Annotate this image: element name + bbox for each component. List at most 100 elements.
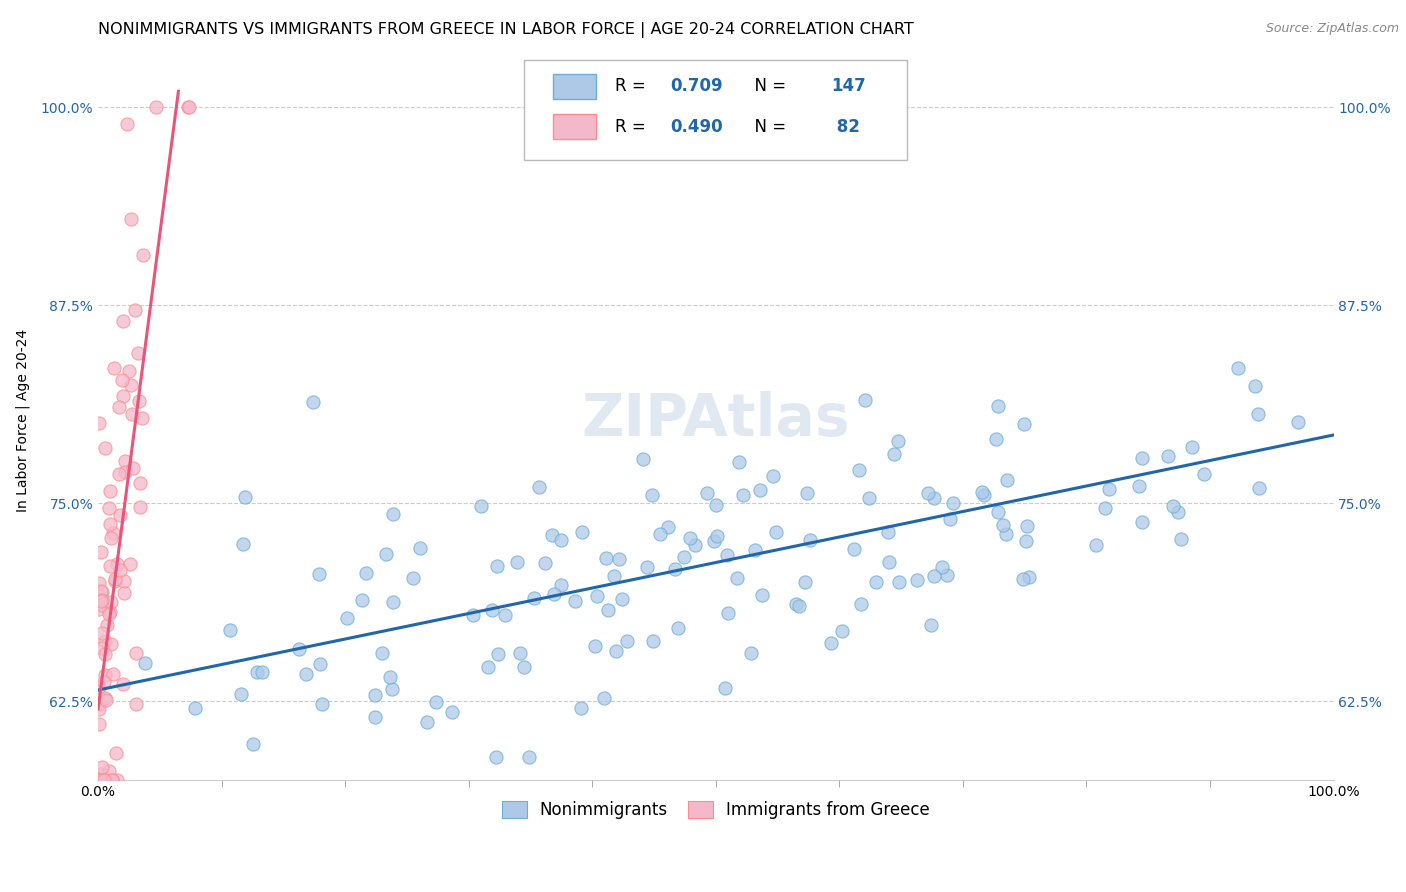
Point bbox=[134, 656, 156, 670]
Point bbox=[564, 594, 586, 608]
Point bbox=[603, 569, 626, 583]
Point bbox=[598, 603, 620, 617]
Point bbox=[657, 520, 679, 534]
Point bbox=[90, 583, 112, 598]
Point bbox=[939, 512, 962, 526]
Point bbox=[98, 516, 121, 531]
Point bbox=[103, 667, 125, 681]
Point bbox=[1012, 573, 1035, 587]
Point bbox=[1015, 534, 1038, 549]
Point bbox=[232, 537, 254, 551]
Point bbox=[311, 697, 333, 711]
Point bbox=[90, 592, 112, 607]
Point bbox=[984, 433, 1007, 447]
Point bbox=[550, 578, 572, 592]
Point bbox=[796, 486, 818, 500]
Point bbox=[1181, 441, 1204, 455]
Point bbox=[987, 505, 1010, 519]
Point bbox=[89, 717, 111, 731]
Point bbox=[382, 508, 405, 522]
Point bbox=[858, 491, 880, 505]
Point bbox=[1098, 482, 1121, 496]
Point bbox=[121, 407, 143, 421]
Point bbox=[527, 480, 550, 494]
Point bbox=[831, 624, 853, 639]
Point bbox=[425, 695, 447, 709]
Point bbox=[1244, 379, 1267, 393]
Point bbox=[112, 574, 135, 589]
Point bbox=[105, 773, 128, 788]
Point bbox=[100, 531, 122, 545]
Point bbox=[541, 528, 564, 542]
Point bbox=[595, 550, 617, 565]
Point bbox=[517, 749, 540, 764]
Point bbox=[89, 681, 111, 695]
Point bbox=[94, 691, 117, 706]
Point bbox=[98, 559, 121, 574]
Point bbox=[935, 567, 957, 582]
Point bbox=[463, 608, 485, 623]
Point bbox=[877, 555, 900, 569]
Point bbox=[381, 594, 404, 608]
Point bbox=[97, 500, 120, 515]
Point bbox=[89, 602, 111, 616]
Text: 147: 147 bbox=[831, 78, 866, 95]
Point bbox=[610, 591, 633, 606]
Point bbox=[1014, 417, 1036, 431]
Point bbox=[683, 538, 706, 552]
Point bbox=[89, 702, 111, 716]
Point bbox=[887, 574, 910, 589]
Point bbox=[104, 572, 127, 586]
Point bbox=[98, 605, 121, 619]
Point bbox=[98, 764, 121, 778]
Point bbox=[1094, 501, 1116, 516]
Point bbox=[486, 558, 509, 573]
Point bbox=[91, 641, 114, 656]
Point bbox=[120, 378, 142, 392]
Point bbox=[91, 626, 114, 640]
Text: Source: ZipAtlas.com: Source: ZipAtlas.com bbox=[1265, 22, 1399, 36]
Point bbox=[105, 557, 128, 571]
Point bbox=[364, 710, 387, 724]
Point bbox=[402, 571, 425, 585]
Point bbox=[336, 611, 359, 625]
Point bbox=[127, 346, 149, 360]
Point bbox=[470, 499, 492, 513]
Point bbox=[94, 693, 117, 707]
Legend: Nonimmigrants, Immigrants from Greece: Nonimmigrants, Immigrants from Greece bbox=[495, 795, 936, 826]
Point bbox=[363, 688, 385, 702]
Point bbox=[865, 574, 887, 589]
Point bbox=[115, 118, 138, 132]
Point bbox=[381, 681, 404, 696]
Point bbox=[1167, 505, 1189, 519]
Point bbox=[924, 568, 946, 582]
Point bbox=[110, 508, 132, 523]
Point bbox=[107, 467, 129, 482]
Point bbox=[112, 314, 135, 328]
Point bbox=[177, 100, 200, 114]
Point bbox=[534, 556, 557, 570]
Point bbox=[90, 594, 112, 608]
Point bbox=[1157, 449, 1180, 463]
Point bbox=[121, 461, 143, 475]
Point bbox=[378, 670, 401, 684]
Point bbox=[118, 364, 141, 378]
Point bbox=[583, 639, 606, 653]
Point bbox=[125, 698, 148, 712]
Point bbox=[631, 452, 654, 467]
Point bbox=[920, 617, 942, 632]
Point bbox=[90, 773, 112, 788]
Point bbox=[250, 665, 273, 679]
Point bbox=[509, 646, 531, 660]
Text: 0.709: 0.709 bbox=[671, 78, 723, 95]
Point bbox=[124, 302, 146, 317]
Point bbox=[749, 483, 772, 497]
Point bbox=[1170, 532, 1192, 546]
Point bbox=[354, 566, 377, 580]
Point bbox=[477, 660, 499, 674]
Point bbox=[820, 636, 842, 650]
Point bbox=[129, 500, 152, 514]
Point bbox=[93, 773, 115, 788]
Point bbox=[851, 597, 873, 611]
Point bbox=[89, 697, 111, 711]
